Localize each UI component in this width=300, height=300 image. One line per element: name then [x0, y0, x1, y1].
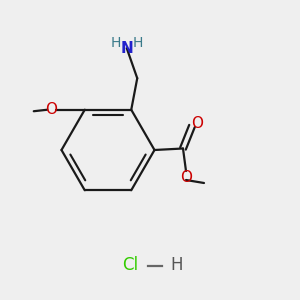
Text: H: H [171, 256, 183, 274]
Text: N: N [120, 41, 133, 56]
Text: H: H [110, 36, 121, 50]
Text: O: O [45, 102, 57, 117]
Text: H: H [133, 36, 143, 50]
Text: Cl: Cl [122, 256, 139, 274]
Text: O: O [180, 170, 192, 185]
Text: O: O [191, 116, 203, 130]
